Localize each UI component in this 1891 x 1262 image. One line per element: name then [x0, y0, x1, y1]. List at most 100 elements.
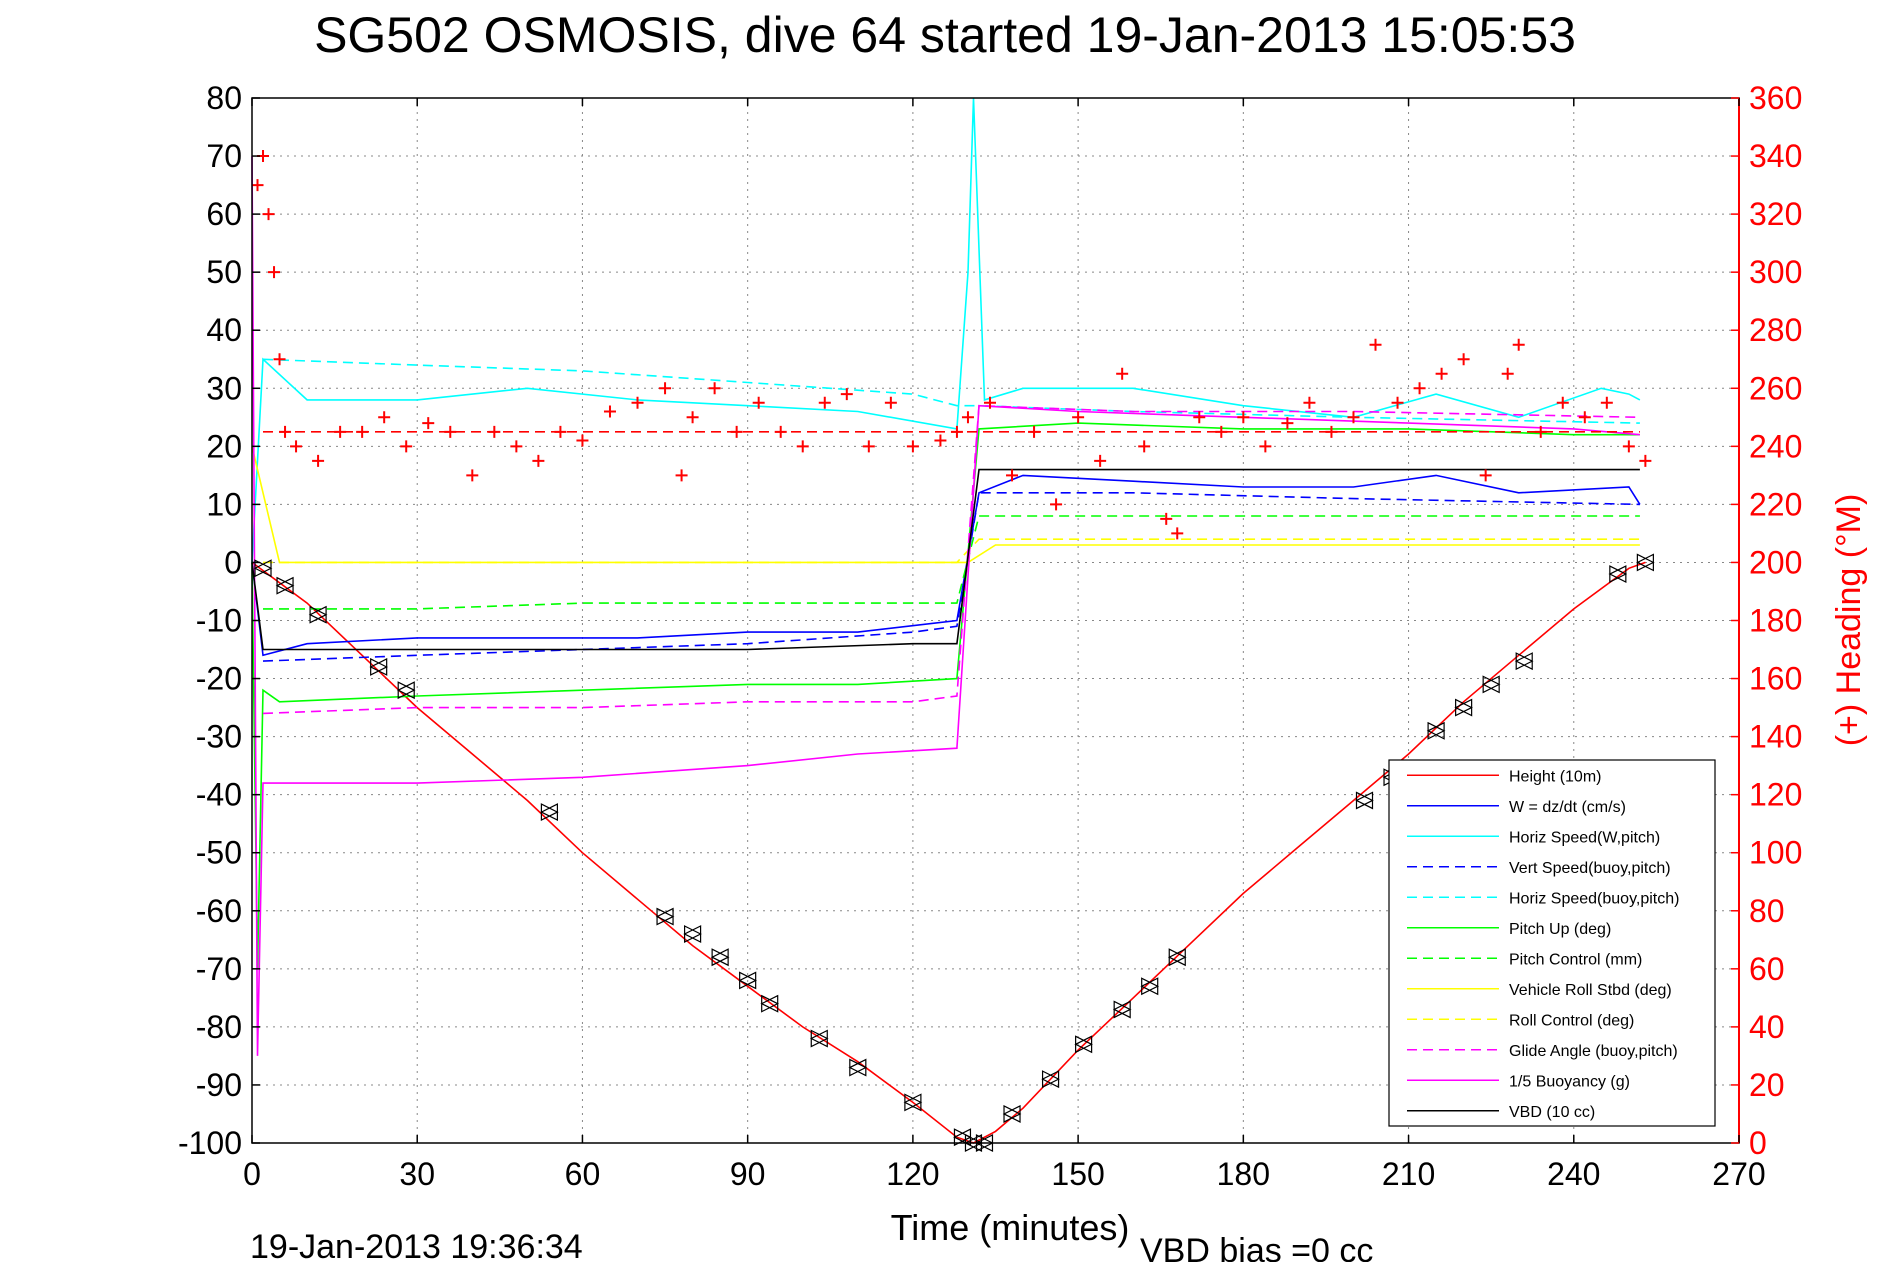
heading-point	[961, 411, 974, 424]
marker-point	[396, 681, 416, 700]
heading-point	[796, 440, 809, 453]
legend-entry: Glide Angle (buoy,pitch)	[1509, 1043, 1678, 1060]
marker-point	[1426, 721, 1446, 740]
right-tick-label: 220	[1749, 486, 1802, 522]
y-tick-label: -50	[196, 835, 242, 871]
heading-point	[862, 440, 875, 453]
right-tick-label: 300	[1749, 254, 1802, 290]
heading-point	[675, 469, 688, 482]
footer-timestamp: 19-Jan-2013 19:36:34	[250, 1228, 583, 1262]
y-tick-label: 80	[206, 80, 242, 116]
x-tick-label: 60	[565, 1156, 601, 1192]
y-tick-label: -20	[196, 661, 242, 697]
heading-point	[659, 382, 672, 395]
x-tick-label: 210	[1382, 1156, 1435, 1192]
heading-point	[466, 469, 479, 482]
heading-point	[1050, 498, 1063, 511]
heading-point	[1237, 411, 1250, 424]
heading-point	[983, 396, 996, 409]
series-markers	[253, 553, 1655, 1152]
marker-point	[253, 559, 273, 578]
heading-point	[1347, 411, 1360, 424]
marker-point	[683, 925, 702, 943]
heading-point	[1072, 411, 1085, 424]
legend-entry: Vehicle Roll Stbd (deg)	[1509, 982, 1672, 999]
marker-point	[308, 605, 328, 624]
heading-point	[1413, 382, 1426, 395]
heading-point	[1193, 411, 1206, 424]
y-tick-label: -10	[196, 603, 242, 639]
heading-point	[1622, 440, 1635, 453]
marker-point	[540, 803, 559, 822]
y-tick-label: -80	[196, 1009, 242, 1045]
heading-point	[1094, 454, 1107, 467]
heading-point	[312, 454, 325, 467]
marker-point	[809, 1029, 829, 1048]
x-axis-label: Time (minutes)	[891, 1207, 1130, 1248]
y-tick-label: 60	[206, 196, 242, 232]
heading-point	[273, 353, 286, 366]
heading-point	[1369, 338, 1382, 351]
legend-entry: Horiz Speed(buoy,pitch)	[1509, 890, 1679, 907]
legend-entry: Horiz Speed(W,pitch)	[1509, 829, 1660, 846]
series-pitch-control-mm	[263, 515, 1640, 610]
x-tick-label: 270	[1712, 1156, 1765, 1192]
chart-title: SG502 OSMOSIS, dive 64 started 19-Jan-20…	[314, 7, 1576, 63]
marker-point	[1074, 1035, 1093, 1054]
heading-point	[631, 396, 644, 409]
series-vbd-10-cc	[251, 468, 1640, 651]
marker-point	[903, 1093, 923, 1112]
heading-point	[1556, 396, 1569, 409]
heading-point	[268, 266, 281, 279]
heading-point	[1391, 396, 1404, 409]
heading-point	[1435, 367, 1448, 380]
ticks: 0 30 60 90 120 150 180 210 240 270 80 70 60 50 40 30 20 1…	[178, 80, 1802, 1192]
y-tick-label: 40	[206, 312, 242, 348]
heading-point	[1171, 527, 1184, 540]
marker-point	[655, 907, 675, 926]
heading-point	[1457, 353, 1470, 366]
right-tick-label: 80	[1749, 893, 1785, 929]
legend-entry: Roll Control (deg)	[1509, 1012, 1634, 1029]
heading-point	[1281, 417, 1294, 430]
x-tick-label: 30	[399, 1156, 435, 1192]
heading-point	[1479, 469, 1492, 482]
marker-point	[1514, 652, 1534, 671]
heading-point	[400, 440, 413, 453]
marker-point	[760, 994, 780, 1013]
heading-point	[1512, 338, 1525, 351]
y-tick-label: 20	[206, 428, 242, 464]
marker-point	[1454, 698, 1473, 717]
right-tick-label: 320	[1749, 196, 1802, 232]
series-roll-control-deg	[263, 538, 1640, 564]
heading-point	[251, 179, 264, 192]
heading-point	[1501, 367, 1514, 380]
heading-point	[510, 440, 523, 453]
heading-point	[1160, 512, 1173, 525]
right-tick-label: 120	[1749, 777, 1802, 813]
heading-point	[1600, 396, 1613, 409]
legend-entry: Vert Speed(buoy,pitch)	[1509, 860, 1671, 877]
legend-entry: Height (10m)	[1509, 768, 1601, 785]
marker-point	[1167, 948, 1187, 967]
series-heading	[251, 150, 1652, 540]
x-tick-label: 240	[1547, 1156, 1600, 1192]
series-vert-speed-buoy-pitch	[262, 491, 1640, 662]
heading-point	[1006, 469, 1019, 482]
marker-point	[369, 657, 389, 676]
heading-point	[906, 440, 919, 453]
heading-point	[262, 208, 275, 221]
legend-box	[1388, 759, 1716, 1127]
heading-point	[752, 396, 765, 409]
heading-point	[1578, 411, 1591, 424]
marker-point	[710, 948, 730, 967]
heading-point	[708, 382, 721, 395]
heading-point	[603, 405, 616, 418]
y-tick-label: -30	[196, 719, 242, 755]
series-glide-angle-buoy-pitch	[262, 404, 1640, 715]
right-tick-label: 200	[1749, 544, 1802, 580]
y-tick-label: -100	[178, 1125, 242, 1161]
right-tick-label: 340	[1749, 138, 1802, 174]
legend-entry: Pitch Control (mm)	[1509, 951, 1642, 968]
heading-point	[1116, 367, 1129, 380]
